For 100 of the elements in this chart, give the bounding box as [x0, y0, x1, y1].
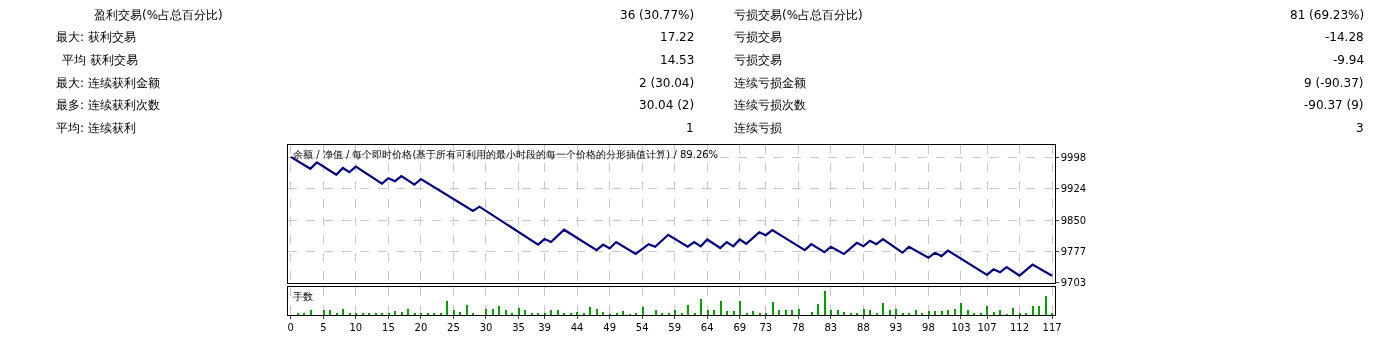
bar: [361, 312, 364, 315]
bar: [985, 305, 988, 315]
bar: [790, 309, 793, 315]
bar: [823, 290, 826, 315]
text: 盈利交易(%占总百分比): [94, 8, 223, 22]
bar: [784, 309, 787, 315]
bar: [940, 310, 943, 315]
bar: [738, 300, 741, 315]
y-tick-label: 9998: [1060, 151, 1087, 163]
bar: [797, 308, 800, 315]
bar: [732, 310, 735, 315]
bar: [367, 312, 370, 315]
bar: [933, 310, 936, 315]
chart-title: 余额 / 净值 / 每个即时价格(基于所有可利用的最小时段的每一个价格的分形插值计算) / 89.26%: [293, 149, 719, 160]
bar: [725, 310, 728, 315]
bar: [601, 311, 604, 315]
text: 9 (-90.37): [1304, 76, 1364, 90]
x-tick-label: 93: [889, 322, 903, 334]
bar: [966, 309, 969, 315]
text: 连续亏损金额: [734, 76, 806, 90]
bar: [322, 309, 325, 315]
bar: [491, 308, 494, 315]
bar: [751, 310, 754, 315]
bar: [719, 300, 722, 315]
bar: [706, 309, 709, 315]
bar: [946, 309, 949, 315]
bar: [927, 310, 930, 315]
bar: [471, 312, 474, 315]
x-tick-label: 59: [668, 322, 682, 334]
bar: [569, 312, 572, 315]
bar: [302, 312, 305, 315]
bar: [419, 312, 422, 315]
bar: [998, 309, 1001, 315]
x-tick-label: 112: [1010, 322, 1030, 334]
bar: [452, 309, 455, 315]
bar: [374, 312, 377, 315]
bar: [673, 309, 676, 315]
bar: [745, 312, 748, 315]
bar: [712, 309, 715, 315]
bar: [992, 311, 995, 315]
bar: [380, 312, 383, 315]
text: 最多: 连续获利次数: [56, 98, 160, 112]
bar: [517, 307, 520, 315]
x-tick-label: 54: [635, 322, 649, 334]
text: 连续亏损: [734, 121, 782, 135]
text: 最大: 连续获利金额: [56, 76, 160, 90]
bar: [686, 304, 689, 315]
bar: [894, 308, 897, 315]
x-tick-label: 25: [447, 322, 460, 334]
bar: [445, 300, 448, 315]
bar: [1011, 307, 1014, 315]
text: 36 (30.77%): [620, 8, 695, 22]
text: 14.53: [660, 53, 695, 67]
bar: [920, 312, 923, 315]
bar: [777, 309, 780, 315]
bar: [810, 311, 813, 315]
bar: [953, 308, 956, 315]
bar: [432, 312, 435, 315]
x-tick-label: 107: [977, 322, 997, 334]
text: 平均 获利交易: [62, 53, 138, 67]
text: 1: [686, 121, 694, 135]
bar: [881, 302, 884, 315]
x-tick-label: 78: [791, 322, 805, 334]
y-tick-label: 9924: [1060, 183, 1087, 195]
bar: [393, 310, 396, 315]
bar: [660, 312, 663, 315]
bar: [907, 312, 910, 315]
bar: [1024, 312, 1027, 315]
x-tick-label: 35: [512, 322, 525, 334]
bar: [849, 312, 852, 315]
x-tick-label: 64: [700, 322, 714, 334]
x-tick-label: 83: [824, 322, 838, 334]
text: 最大: 获利交易: [56, 30, 136, 44]
bar: [667, 312, 670, 315]
bar: [888, 309, 891, 315]
chart-title: 手数: [293, 291, 313, 302]
bar: [497, 305, 500, 315]
bar: [439, 312, 442, 315]
x-tick-label: 49: [603, 322, 616, 334]
text: -90.37 (9): [1304, 98, 1364, 112]
text: 81 (69.23%): [1290, 8, 1365, 22]
bar: [901, 312, 904, 315]
bar: [680, 312, 683, 315]
bar: [309, 309, 312, 315]
x-tick-label: 39: [538, 322, 551, 334]
bar: [543, 312, 546, 315]
x-tick-label: 0: [287, 322, 294, 334]
bar: [588, 306, 591, 315]
x-tick-label: 10: [349, 322, 363, 334]
bar: [1031, 305, 1034, 315]
bar: [699, 298, 702, 315]
bar: [829, 309, 832, 315]
bar: [862, 308, 865, 315]
text: 17.22: [660, 30, 695, 44]
bar: [426, 312, 429, 315]
x-tick-label: 44: [570, 322, 584, 334]
text: 30.04 (2): [639, 98, 695, 112]
text: -14.28: [1325, 30, 1364, 44]
x-tick-label: 30: [479, 322, 493, 334]
bar: [1044, 295, 1047, 315]
